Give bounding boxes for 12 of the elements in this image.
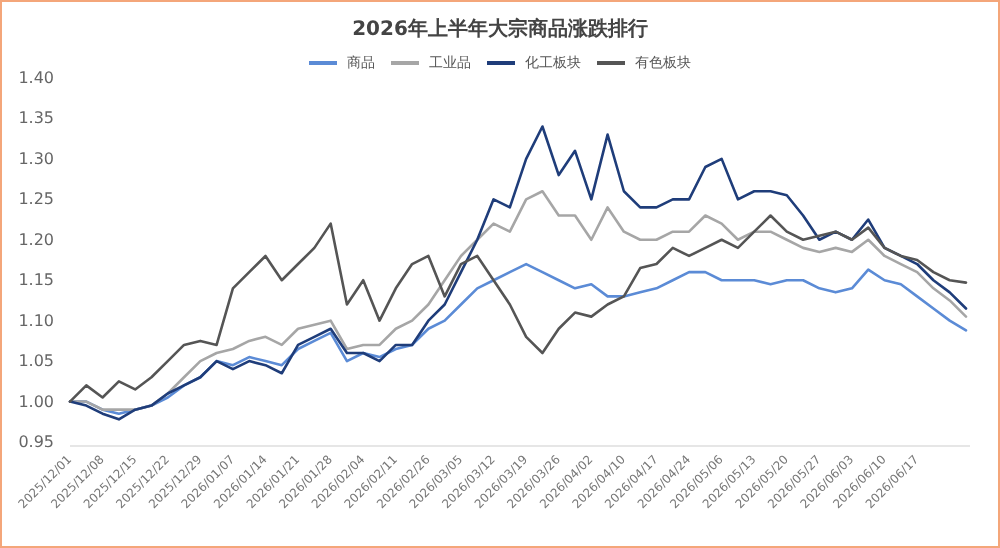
y-tick-label: 0.95 <box>18 433 54 451</box>
y-tick-label: 1.25 <box>18 190 54 209</box>
y-tick-label: 1.15 <box>18 271 54 290</box>
y-tick-label: 1.35 <box>18 109 54 128</box>
y-tick-label: 1.20 <box>18 230 54 249</box>
chart-title: 2026年上半年大宗商品涨跌排行 <box>352 17 648 41</box>
line-series <box>68 125 968 421</box>
y-tick-label: 1.40 <box>18 69 54 87</box>
y-tick-label: 1.30 <box>18 149 54 168</box>
y-tick-label: 1.00 <box>18 392 54 411</box>
y-tick-label: 1.10 <box>18 311 54 330</box>
y-tick-label: 1.05 <box>18 352 54 371</box>
